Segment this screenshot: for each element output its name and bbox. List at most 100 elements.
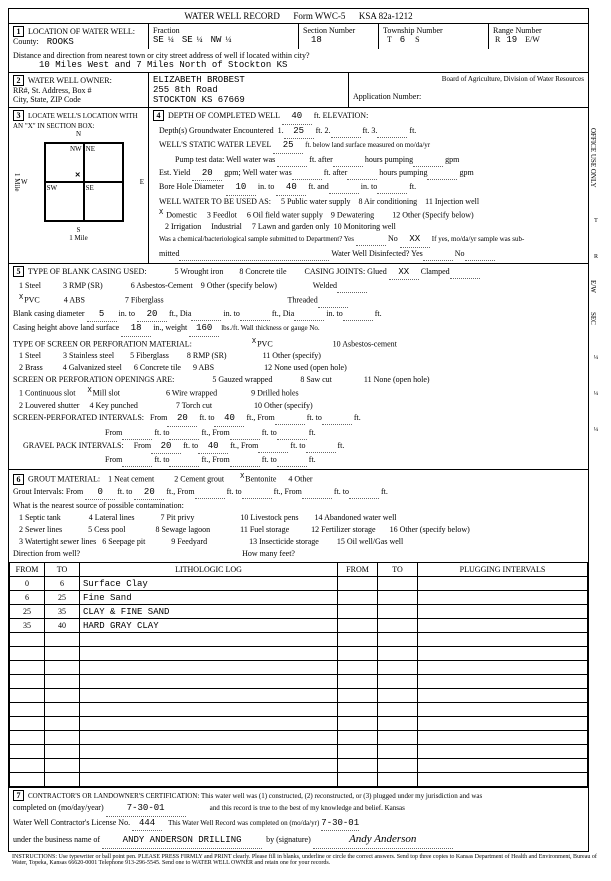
section-value: 18 bbox=[311, 35, 322, 45]
section-label: Section Number bbox=[303, 26, 355, 35]
sec1-label: LOCATION OF WATER WELL: bbox=[28, 27, 135, 36]
lithologic-log-table: FROM TO LITHOLOGIC LOG FROM TO PLUGGING … bbox=[9, 562, 588, 787]
gw1: 25 bbox=[284, 125, 314, 140]
log-row-blank bbox=[10, 717, 588, 731]
sec5-label: TYPE OF BLANK CASING USED: bbox=[28, 267, 147, 276]
distance-label: Distance and direction from nearest town… bbox=[13, 51, 310, 60]
title-text: WATER WELL RECORD bbox=[184, 11, 280, 21]
section-7-row: 7 CONTRACTOR'S OR LANDOWNER'S CERTIFICAT… bbox=[9, 787, 588, 851]
city-value: STOCKTON KS 67669 bbox=[153, 95, 245, 105]
side-q3: ¼ bbox=[589, 427, 603, 433]
form-container: WATER WELL RECORD Form WWC-5 KSA 82a-121… bbox=[8, 8, 589, 852]
log-row: 3540HARD GRAY CLAY bbox=[10, 619, 588, 633]
app-label: Application Number: bbox=[353, 92, 421, 101]
log-row: 06Surface Clay bbox=[10, 577, 588, 591]
e-label: E bbox=[140, 178, 144, 186]
h-to: TO bbox=[45, 563, 80, 577]
log-row-blank bbox=[10, 773, 588, 787]
fraction-label: Fraction bbox=[153, 26, 180, 35]
log-row-blank bbox=[10, 703, 588, 717]
section-1-number: 1 bbox=[13, 26, 24, 37]
domestic-checked bbox=[159, 210, 164, 219]
city-label: City, State, ZIP Code bbox=[13, 95, 81, 104]
range-value: 19 bbox=[506, 35, 517, 45]
gpi1: 20 bbox=[151, 440, 181, 455]
lic-value: 444 bbox=[132, 817, 162, 832]
spi2: 40 bbox=[214, 412, 244, 427]
log-row-blank bbox=[10, 689, 588, 703]
q-nw: NW✕ bbox=[45, 143, 84, 182]
bcd2: 20 bbox=[137, 308, 167, 323]
est-value: 20 bbox=[192, 167, 222, 182]
addr-value: 255 8th Road bbox=[153, 85, 218, 95]
sec2-label: WATER WELL OWNER: bbox=[28, 76, 112, 85]
distance-row: Distance and direction from nearest town… bbox=[9, 49, 588, 72]
h-from: FROM bbox=[10, 563, 45, 577]
log-row-blank bbox=[10, 731, 588, 745]
range-label: Range Number bbox=[493, 26, 542, 35]
depth-value: 40 bbox=[282, 110, 312, 125]
static-tail: ft. below land surface measured on mo/da… bbox=[305, 141, 430, 149]
bcd: 5 bbox=[87, 308, 117, 323]
f2b: ¼ bbox=[197, 35, 203, 44]
s-label: S bbox=[13, 226, 144, 234]
office-use: OFFICE USE ONLY bbox=[589, 128, 597, 188]
addr-label: RR#, St. Address, Box # bbox=[13, 86, 91, 95]
f2a: SE bbox=[182, 35, 193, 45]
t-s: S bbox=[415, 35, 419, 44]
h-to2: TO bbox=[378, 563, 418, 577]
height: 18 bbox=[121, 322, 151, 337]
section-5-row: 5 TYPE OF BLANK CASING USED: 5 Wrought i… bbox=[9, 263, 588, 469]
weight: 160 bbox=[189, 322, 219, 337]
county-label: County: bbox=[13, 37, 39, 46]
q-ne: NE bbox=[84, 143, 123, 182]
f1b: ¼ bbox=[168, 35, 174, 44]
section-3-number: 3 bbox=[13, 110, 24, 121]
q-sw: SW bbox=[45, 182, 84, 221]
bore1: 10 bbox=[226, 181, 256, 196]
form-number: Form WWC-5 bbox=[293, 11, 345, 21]
gi2: 20 bbox=[134, 486, 164, 501]
log-row: 2535CLAY & FINE SAND bbox=[10, 605, 588, 619]
elev-label: ELEVATION: bbox=[323, 111, 369, 120]
section-2-row: 2 WATER WELL OWNER: RR#, St. Address, Bo… bbox=[9, 72, 588, 107]
log-row-blank bbox=[10, 633, 588, 647]
section-4-number: 4 bbox=[153, 110, 164, 121]
bact-xx: XX bbox=[400, 233, 430, 248]
section-6-number: 6 bbox=[13, 474, 24, 485]
gi1: 0 bbox=[85, 486, 115, 501]
q-se: SE bbox=[84, 182, 123, 221]
r-r: R bbox=[495, 35, 500, 44]
section-5-number: 5 bbox=[13, 266, 24, 277]
section-3-4-row: 3 LOCATE WELL'S LOCATION WITH AN "X" IN … bbox=[9, 107, 588, 263]
ft: ft. bbox=[314, 111, 321, 120]
f3b: ¼ bbox=[225, 35, 231, 44]
h-lith: LITHOLOGIC LOG bbox=[80, 563, 338, 577]
signature: Andy Anderson bbox=[313, 831, 453, 849]
side-labels: OFFICE USE ONLY T R E/W SEC ¼ ¼ ¼ bbox=[589, 8, 603, 852]
section-2-number: 2 bbox=[13, 75, 24, 86]
est-label: Est. Yield bbox=[159, 168, 190, 177]
county-value: ROOKS bbox=[47, 37, 74, 47]
mile-bottom: 1 Mile bbox=[13, 234, 144, 242]
board-text: Board of Agriculture, Division of Water … bbox=[353, 75, 584, 83]
township-label: Township Number bbox=[383, 26, 443, 35]
spi1: 20 bbox=[167, 412, 197, 427]
h-from2: FROM bbox=[338, 563, 378, 577]
log-row-blank bbox=[10, 745, 588, 759]
log-row: 625Fine Sand bbox=[10, 591, 588, 605]
comp-date: 7-30-01 bbox=[106, 802, 186, 817]
h-plug: PLUGGING INTERVALS bbox=[418, 563, 588, 577]
mile-left: 1 Mile bbox=[13, 173, 21, 191]
side-sec: SEC bbox=[589, 312, 597, 325]
log-row-blank bbox=[10, 675, 588, 689]
r-ew: E/W bbox=[525, 35, 540, 44]
static-label: WELL'S STATIC WATER LEVEL bbox=[159, 140, 271, 149]
static-value: 25 bbox=[273, 139, 303, 154]
sec3-label: LOCATE WELL'S LOCATION WITH AN "X" IN SE… bbox=[13, 112, 138, 130]
side-ew: E/W bbox=[589, 280, 597, 293]
log-row-blank bbox=[10, 647, 588, 661]
section-box: NW✕ NE SW SE bbox=[44, 142, 124, 222]
log-row-blank bbox=[10, 661, 588, 675]
bus-value: ANDY ANDERSON DRILLING bbox=[102, 834, 262, 849]
